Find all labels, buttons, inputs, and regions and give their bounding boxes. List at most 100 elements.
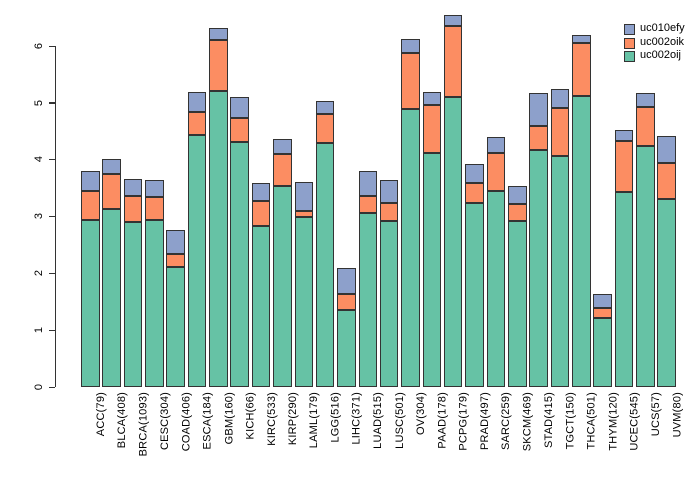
y-axis-tick-label: 6 xyxy=(33,42,45,49)
bar-segment xyxy=(529,92,548,127)
x-axis-label: PRAD(497) xyxy=(479,392,492,451)
y-axis-tick xyxy=(49,45,55,47)
bar-segment xyxy=(422,153,442,388)
bar-segment xyxy=(657,136,676,163)
bar-segment xyxy=(443,96,463,388)
bar-segment xyxy=(422,104,442,154)
x-axis-label: THYM(120) xyxy=(607,392,620,451)
bar-segment xyxy=(102,173,121,209)
y-axis-tick-label: 0 xyxy=(33,384,45,391)
bar-segment xyxy=(187,91,207,113)
bar-segment xyxy=(209,28,228,40)
y-axis-tick-label: 1 xyxy=(33,327,45,334)
x-axis-label: COAD(406) xyxy=(180,392,193,452)
bar-segment xyxy=(401,52,420,110)
bar-segment xyxy=(465,203,484,388)
x-axis-label: LGG(516) xyxy=(329,392,342,443)
y-axis-line xyxy=(55,46,57,388)
x-axis-label: KIRC(533) xyxy=(265,392,278,446)
y-axis-tick xyxy=(49,216,55,218)
bar-segment xyxy=(230,97,249,118)
bar-segment xyxy=(187,112,207,136)
bar-segment xyxy=(550,108,570,157)
bar-segment xyxy=(337,293,356,310)
x-axis-label: ESCA(184) xyxy=(201,392,214,450)
bar-segment xyxy=(657,198,676,388)
y-axis-tick xyxy=(49,159,55,161)
bar-segment xyxy=(529,126,548,150)
x-axis-label: BRCA(1093) xyxy=(137,392,150,457)
y-axis-tick-label: 4 xyxy=(33,156,45,163)
bar-segment xyxy=(145,220,164,388)
bar-segment xyxy=(379,221,399,388)
legend-swatch xyxy=(624,51,635,63)
bar-segment xyxy=(379,203,399,222)
bar-segment xyxy=(123,195,143,223)
bar-segment xyxy=(209,91,228,388)
bar-segment xyxy=(81,220,100,388)
bar-segment xyxy=(209,39,228,92)
y-axis-tick-label: 5 xyxy=(33,99,45,106)
bar-segment xyxy=(123,178,143,196)
bar-segment xyxy=(593,293,612,308)
bar-segment xyxy=(315,100,335,115)
bar-segment xyxy=(294,216,313,388)
bar-segment xyxy=(145,197,164,221)
bar-segment xyxy=(636,106,655,147)
bar-segment xyxy=(145,180,164,198)
bar-segment xyxy=(550,156,570,388)
bar-segment xyxy=(251,182,271,202)
bar-segment xyxy=(358,212,378,388)
legend-label: uc002oik xyxy=(640,35,685,48)
bar-segment xyxy=(550,88,570,109)
bar-segment xyxy=(102,208,121,388)
x-axis-label: ACC(79) xyxy=(94,392,107,437)
bar-segment xyxy=(81,171,100,192)
x-axis-label: UCS(57) xyxy=(649,392,662,437)
bar-segment xyxy=(465,182,484,204)
bar-segment xyxy=(358,171,378,196)
x-axis-label: SKCM(469) xyxy=(521,392,534,452)
bar-segment xyxy=(422,91,442,105)
bar-segment xyxy=(636,146,655,388)
x-axis-label: UCEC(545) xyxy=(628,392,641,451)
x-axis-label: PCPG(179) xyxy=(457,392,470,451)
bar-segment xyxy=(123,222,143,388)
legend-label: uc002oij xyxy=(640,49,681,62)
bar-segment xyxy=(657,162,676,199)
y-axis-tick-label: 2 xyxy=(33,270,45,277)
bar-segment xyxy=(166,266,185,388)
y-axis-tick-label: 3 xyxy=(33,213,45,220)
x-axis-label: OV(304) xyxy=(415,392,427,435)
bar-segment xyxy=(337,309,356,388)
bar-segment xyxy=(273,138,292,155)
bar-segment xyxy=(636,92,655,107)
bar-segment xyxy=(166,230,185,255)
x-axis-label: UVM(80) xyxy=(671,392,684,438)
x-axis-label: LUAD(515) xyxy=(372,392,385,449)
bar-segment xyxy=(337,268,356,294)
bar-segment xyxy=(187,135,207,388)
bar-segment xyxy=(273,154,292,187)
legend-swatch xyxy=(624,37,635,49)
bar-segment xyxy=(251,201,271,226)
bar-segment xyxy=(379,179,399,204)
x-axis-label: LUSC(501) xyxy=(393,392,406,449)
bar-segment xyxy=(486,153,506,192)
bar-segment xyxy=(315,114,335,143)
bar-segment xyxy=(251,225,271,388)
bar-segment xyxy=(81,191,100,221)
x-axis-label: KIRP(290) xyxy=(286,392,299,446)
y-axis-tick xyxy=(49,273,55,275)
bar-segment xyxy=(401,38,420,53)
bar-segment xyxy=(294,181,313,212)
bar-segment xyxy=(572,96,591,388)
bar-segment xyxy=(358,195,378,213)
x-axis-label: KICH(66) xyxy=(244,392,257,440)
bar-segment xyxy=(315,142,335,388)
y-axis-tick xyxy=(49,386,55,389)
x-axis-label: THCA(501) xyxy=(585,392,598,450)
x-axis-label: BLCA(408) xyxy=(116,392,129,449)
bar-segment xyxy=(508,203,527,222)
bar-segment xyxy=(572,43,591,97)
